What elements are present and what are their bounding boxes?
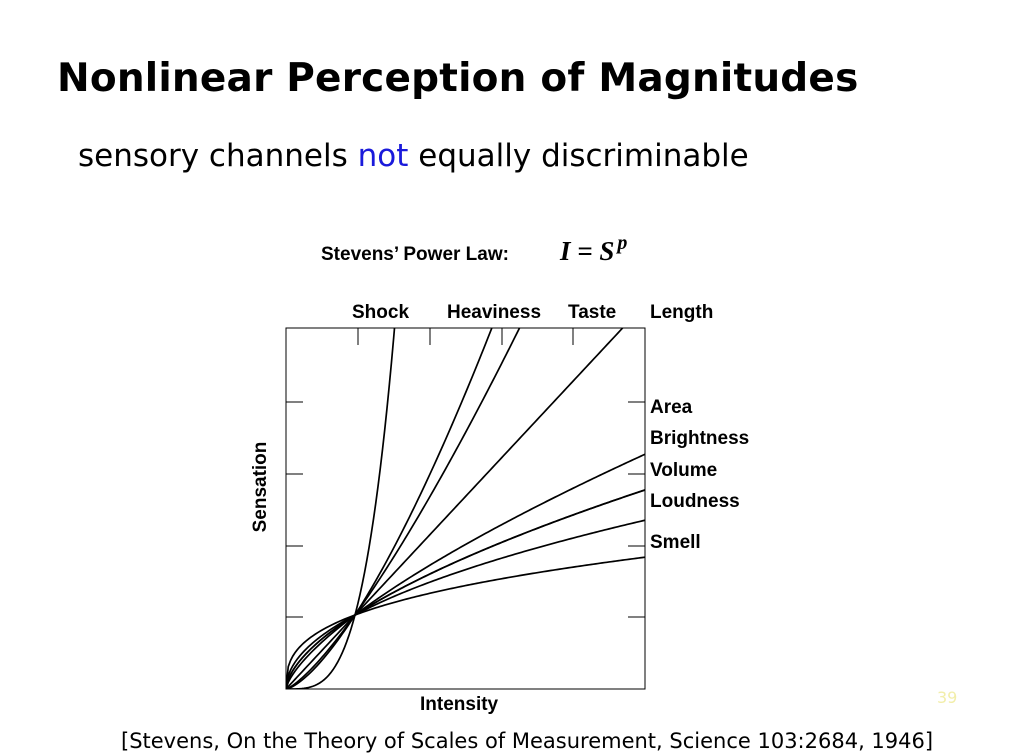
series-line-heaviness	[286, 328, 493, 689]
subtitle-text-end: equally discriminable	[408, 138, 749, 174]
series-line-length	[286, 328, 624, 689]
chart-curves	[286, 328, 645, 689]
series-label-smell: Smell	[650, 532, 701, 553]
slide-subtitle: sensory channels not equally discriminab…	[78, 138, 749, 174]
series-label-heaviness: Heaviness	[447, 302, 542, 323]
series-label-taste: Taste	[568, 302, 617, 323]
x-axis-label: Intensity	[420, 694, 499, 715]
series-label-shock: Shock	[352, 302, 410, 323]
figure-title: Stevens’ Power Law:	[321, 244, 509, 265]
citation: [Stevens, On the Theory of Scales of Mea…	[121, 729, 934, 753]
slide-title: Nonlinear Perception of Magnitudes	[57, 56, 859, 101]
page-number: 39	[937, 688, 958, 707]
series-label-loudness: Loudness	[650, 491, 740, 512]
series-line-area	[286, 453, 645, 689]
series-line-taste	[286, 328, 521, 689]
series-label-volume: Volume	[650, 460, 718, 481]
series-line-shock	[286, 328, 396, 689]
formula-exponent: p	[617, 232, 628, 254]
y-axis-label: Sensation	[250, 441, 271, 533]
series-label-brightness: Brightness	[650, 428, 750, 449]
series-label-length: Length	[650, 302, 714, 323]
subtitle-text-start: sensory channels	[78, 138, 358, 174]
series-line-smell	[286, 556, 645, 689]
subtitle-emphasis: not	[357, 138, 409, 174]
series-line-loudness	[286, 519, 645, 689]
series-label-area: Area	[650, 397, 693, 418]
chart-axes	[285, 327, 646, 690]
plot-frame	[285, 327, 646, 690]
formula-base: I = S	[560, 236, 615, 266]
